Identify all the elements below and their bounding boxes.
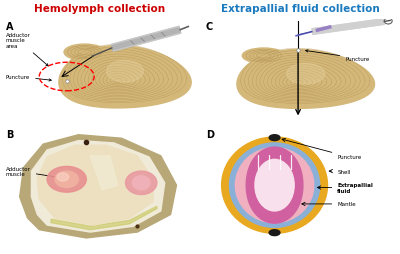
Text: B: B [6,129,13,139]
Ellipse shape [132,176,150,190]
Ellipse shape [107,61,144,83]
Text: Puncture: Puncture [6,75,51,82]
Text: Puncture: Puncture [282,139,362,160]
Text: D: D [206,129,214,139]
Polygon shape [59,46,191,108]
Ellipse shape [269,135,280,141]
Ellipse shape [47,167,86,193]
Text: C: C [206,22,213,32]
Text: Extrapallial
fluid: Extrapallial fluid [318,182,373,193]
Polygon shape [32,141,165,232]
Ellipse shape [222,137,328,233]
Polygon shape [246,148,303,223]
Ellipse shape [255,160,294,211]
Ellipse shape [287,64,325,85]
Polygon shape [237,50,374,109]
Ellipse shape [242,49,285,64]
Ellipse shape [57,173,69,181]
Text: A: A [6,22,14,32]
Polygon shape [20,135,176,238]
Ellipse shape [235,148,314,223]
Polygon shape [51,207,157,230]
Text: Adductor
muscle
area: Adductor muscle area [6,33,48,67]
Text: Shell: Shell [329,169,351,174]
Text: Extrapallial fluid collection: Extrapallial fluid collection [221,4,379,14]
Ellipse shape [230,143,320,228]
Polygon shape [90,156,118,190]
Ellipse shape [269,230,280,236]
Text: Hemolymph collection: Hemolymph collection [34,4,166,14]
Text: Mantle: Mantle [302,202,356,207]
Ellipse shape [64,45,105,61]
Ellipse shape [55,171,78,188]
Ellipse shape [126,171,157,195]
Text: Adductor
muscle: Adductor muscle [6,166,67,180]
Text: Puncture: Puncture [306,51,369,61]
Polygon shape [37,146,153,225]
